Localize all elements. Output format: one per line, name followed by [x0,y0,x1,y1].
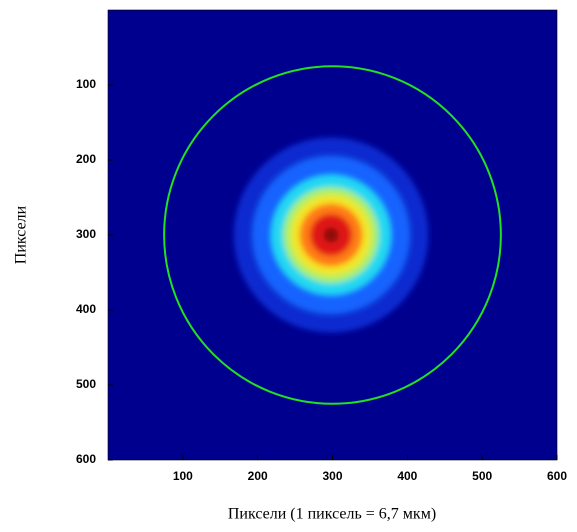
x-tick-label: 100 [173,469,193,483]
y-axis-title: Пиксели [13,205,30,264]
y-tick-label: 200 [76,152,96,166]
x-tick-label: 500 [472,469,492,483]
x-axis-title: Пиксели (1 пиксель = 6,7 мкм) [228,506,436,523]
y-tick-label: 600 [76,452,96,466]
chart: Пиксели (1 пиксель = 6,7 мкм) Пиксели 10… [0,0,577,532]
x-tick-label: 300 [322,469,342,483]
y-tick-label: 400 [76,302,96,316]
contour [324,228,339,243]
x-tick-label: 600 [547,469,567,483]
beam [234,138,429,333]
plot-area [108,10,557,460]
y-tick-label: 300 [76,227,96,241]
y-tick-label: 100 [76,77,96,91]
y-tick-label: 500 [76,377,96,391]
x-tick-label: 200 [248,469,268,483]
x-tick-label: 400 [397,469,417,483]
